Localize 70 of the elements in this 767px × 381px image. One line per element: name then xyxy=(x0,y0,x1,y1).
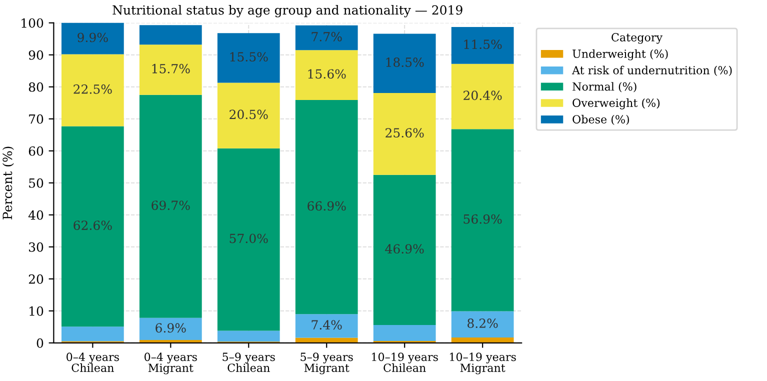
y-tick-label: 20 xyxy=(28,274,44,284)
bar xyxy=(373,324,436,341)
data-label: 22.5% xyxy=(74,84,112,94)
data-label: 25.6% xyxy=(386,128,424,138)
y-axis-title: Percent (%) xyxy=(2,146,14,220)
y-tick-label: 90 xyxy=(28,50,44,60)
y-tick-label: 60 xyxy=(28,146,44,156)
bar xyxy=(61,326,124,342)
chart-title: Nutritional status by age group and nationality — 2019 xyxy=(112,5,462,18)
legend-label: Normal (%) xyxy=(572,82,636,92)
data-label: 15.7% xyxy=(152,64,190,74)
data-label: 7.7% xyxy=(312,32,342,42)
data-label: 15.6% xyxy=(308,69,346,79)
bar xyxy=(295,314,358,338)
bar xyxy=(451,64,514,130)
bar xyxy=(139,94,202,318)
data-label: 66.9% xyxy=(308,201,346,211)
y-tick-label: 40 xyxy=(28,210,44,220)
legend-label: Overweight (%) xyxy=(572,98,660,110)
bar xyxy=(451,129,514,312)
data-label: 8.2% xyxy=(468,318,498,328)
data-label: 57.0% xyxy=(230,234,268,244)
data-label: 62.6% xyxy=(74,220,112,230)
legend-label: Underweight (%) xyxy=(572,49,668,60)
bar xyxy=(373,174,436,325)
bar xyxy=(295,50,358,100)
bar xyxy=(373,92,436,175)
y-tick-label: 0 xyxy=(36,338,44,348)
y-tick-label: 10 xyxy=(30,306,44,316)
bar xyxy=(373,34,436,93)
data-label: 9.9% xyxy=(78,32,108,42)
data-label: 20.4% xyxy=(464,90,502,100)
y-tick-label: 50 xyxy=(29,178,44,188)
legend-label: At risk of undernutrition (%) xyxy=(572,66,732,76)
bar xyxy=(139,318,202,340)
bar xyxy=(61,22,124,54)
y-tick-label: 70 xyxy=(29,114,44,124)
x-tick-label: 5–9 years Migrant xyxy=(300,352,353,374)
bar xyxy=(139,25,202,45)
bar xyxy=(217,82,280,148)
x-tick-label: 5–9 years Chilean xyxy=(222,352,275,372)
data-label: 56.9% xyxy=(464,214,502,224)
data-label: 7.4% xyxy=(312,320,342,330)
bar xyxy=(61,126,124,327)
data-label: 11.5% xyxy=(464,40,502,50)
data-label: 69.7% xyxy=(152,200,190,210)
x-tick-label: 0–4 years Chilean xyxy=(66,352,119,372)
legend-title: Category xyxy=(612,33,662,44)
bar xyxy=(61,54,124,126)
x-tick-label: 10–19 years Chilean xyxy=(372,352,438,372)
y-tick-label: 80 xyxy=(28,82,44,92)
bar xyxy=(217,148,280,331)
data-label: 18.5% xyxy=(386,58,424,67)
bar xyxy=(295,25,358,50)
x-tick-label: 0–4 years Migrant xyxy=(144,352,197,374)
bar xyxy=(451,311,514,338)
bar xyxy=(451,27,514,64)
y-tick-label: 100 xyxy=(22,18,44,28)
data-label: 6.9% xyxy=(156,323,186,333)
bar xyxy=(139,44,202,95)
x-tick-label: 10–19 years Migrant xyxy=(450,352,516,374)
data-label: 46.9% xyxy=(385,244,424,254)
data-label: 15.5% xyxy=(230,52,268,62)
bar xyxy=(451,337,514,343)
legend-label: Obese (%) xyxy=(572,114,629,126)
y-tick-label: 30 xyxy=(29,242,44,252)
data-label: 20.5% xyxy=(230,110,268,120)
bar xyxy=(217,330,280,342)
bar xyxy=(217,33,280,83)
bar xyxy=(295,100,358,314)
